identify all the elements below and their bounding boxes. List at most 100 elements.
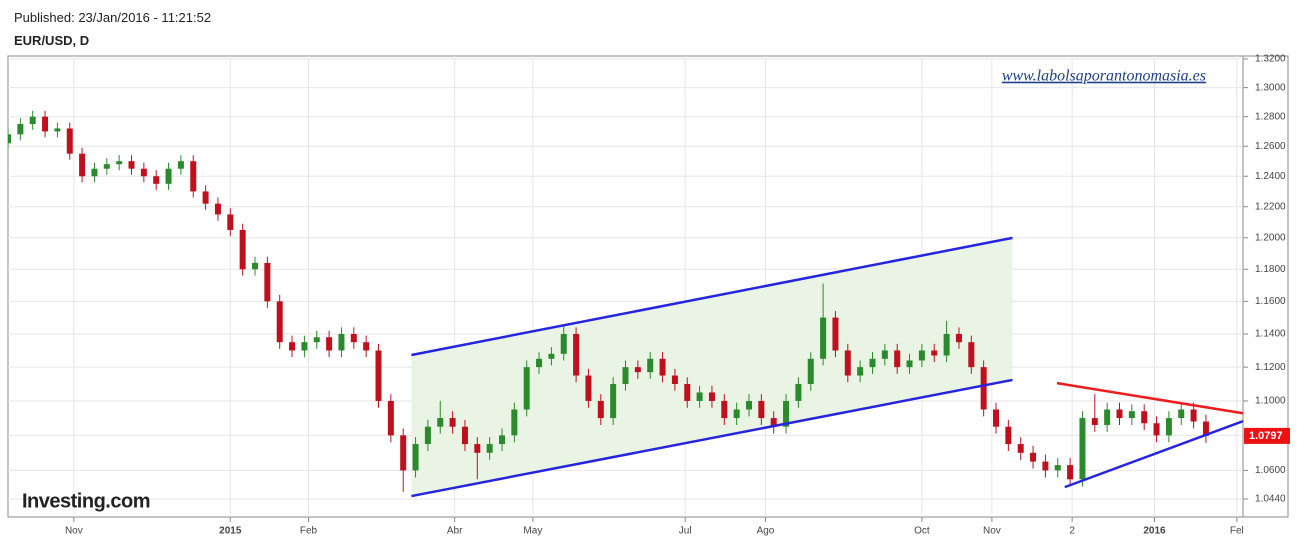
candle-body [474,444,481,453]
x-tick-label: Nov [983,526,1001,537]
candle-body [301,342,308,351]
candle-body [733,409,740,419]
y-tick-label: 1.1600 [1255,296,1286,307]
candle-body [770,418,777,427]
candle-body [746,400,752,410]
candle-body [585,375,592,401]
candle-body [252,262,258,270]
candle-body [1042,461,1049,471]
plot [8,110,1243,498]
x-tick-label: Nov [65,526,83,537]
candle-body [647,358,654,373]
trend-line [1056,381,1243,415]
y-tick-label: 1.0440 [1255,494,1286,505]
candle-body [1104,409,1111,425]
candle-body [597,400,604,419]
candle-body [202,191,209,204]
candle-body [955,333,962,343]
candle-body [869,358,876,368]
candle-body [239,229,246,270]
candle-body [326,337,333,351]
candle-body [350,333,357,343]
candle-body [91,168,98,177]
candle-body [721,400,728,419]
published-date: Published: 23/Jan/2016 - 11:21:52 [14,10,212,25]
candle-body [622,367,629,384]
candle-body [671,375,678,384]
y-tick-label: 1.2800 [1255,111,1286,122]
candle-body [313,337,320,343]
candle-body [980,367,987,410]
candle-body [1054,465,1061,471]
candle-body [523,367,530,410]
candle-body [894,350,901,368]
candle-body [918,350,925,361]
candle-body [128,161,135,169]
candle-body [708,392,715,401]
x-tick-label: Fel [1230,526,1244,537]
candle-body [449,418,456,427]
candle-body [1202,421,1209,436]
candle-body [214,203,221,215]
x-tick-label: 2 [1069,526,1075,537]
candle-body [1128,411,1135,419]
x-tick-label: May [523,526,542,537]
candle-body [289,342,296,351]
candle-body [1116,409,1123,419]
trend-line [411,236,1013,357]
y-tick-label: 1.2600 [1255,141,1286,152]
watermark[interactable]: www.labolsaporantonomasia.es [1002,68,1206,85]
candle-body [560,333,567,354]
x-tick-label: Ago [757,526,775,537]
y-tick-label: 1.1800 [1255,264,1286,275]
candle-body [1017,444,1024,453]
candle-body [338,333,345,351]
candle-body [1005,426,1012,445]
candle-body [783,400,790,427]
x-tick-label: Oct [914,526,930,537]
candle-body [375,350,382,401]
candle-body [66,128,73,154]
candle-body [264,262,271,302]
candle-body [17,124,24,135]
candle-body [461,426,468,445]
candle-body [54,128,61,132]
x-tick-label: 2015 [219,526,242,537]
candle-body [165,168,172,184]
y-tick-label: 1.3200 [1255,54,1286,65]
channel-fill [411,237,1013,497]
candle-body [190,161,197,192]
y-tick-label: 1.1200 [1255,362,1286,373]
candle-body [573,333,580,376]
candle-body [696,392,703,401]
candle-body [1141,411,1148,424]
candle-body [363,342,370,351]
candle-body [968,342,975,368]
candle-body [424,426,431,445]
candle-body [1030,452,1037,462]
candle-body [42,116,49,132]
last-price-box [1244,427,1290,444]
y-tick-label: 1.1400 [1255,329,1286,340]
candle-body [437,418,444,427]
candle-body [1091,418,1098,425]
candle-body [536,358,543,368]
x-tick-label: Jul [679,526,692,537]
candle-body [1165,418,1172,436]
last-price-label: 1.0797 [1249,430,1283,442]
x-tick-label: 2016 [1143,526,1166,537]
candle-body [844,350,851,376]
y-tick-label: 1.2400 [1255,171,1286,182]
candle-body [486,444,493,453]
candle-body [140,168,147,177]
candle-body [387,400,394,436]
candle-body [227,214,234,230]
logo: Investing.com [22,490,150,512]
candle-body [116,161,123,165]
candle-body [499,435,505,445]
candle-body [29,116,36,125]
x-tick-label: Feb [300,526,318,537]
candle-body [400,435,407,471]
